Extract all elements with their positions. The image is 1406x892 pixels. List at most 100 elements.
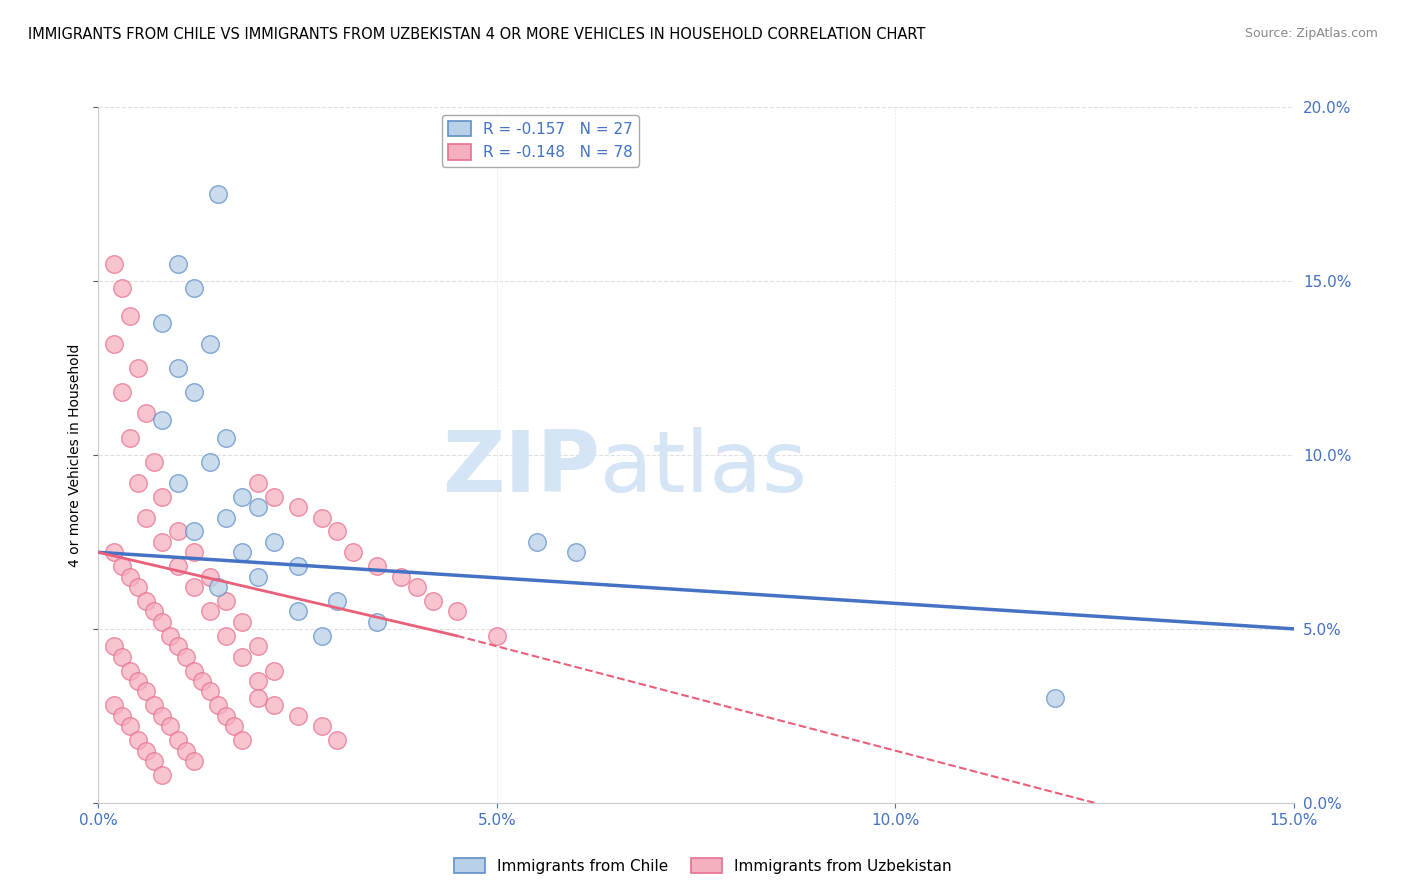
Point bbox=[215, 510, 238, 524]
Point bbox=[526, 534, 548, 549]
Point bbox=[159, 629, 181, 643]
Point bbox=[198, 570, 221, 584]
Point bbox=[246, 475, 269, 490]
Point bbox=[127, 674, 149, 689]
Point bbox=[183, 385, 205, 400]
Point bbox=[111, 385, 134, 400]
Point bbox=[246, 639, 269, 653]
Point bbox=[150, 490, 173, 504]
Point bbox=[191, 674, 214, 689]
Point bbox=[127, 360, 149, 375]
Point bbox=[167, 639, 190, 653]
Point bbox=[215, 431, 238, 445]
Point bbox=[311, 629, 333, 643]
Point bbox=[446, 605, 468, 619]
Point bbox=[287, 605, 309, 619]
Point bbox=[263, 698, 285, 713]
Point bbox=[287, 559, 309, 574]
Point bbox=[150, 413, 173, 427]
Legend: Immigrants from Chile, Immigrants from Uzbekistan: Immigrants from Chile, Immigrants from U… bbox=[449, 852, 957, 880]
Point bbox=[215, 594, 238, 608]
Point bbox=[287, 708, 309, 723]
Point bbox=[389, 570, 412, 584]
Point bbox=[135, 510, 157, 524]
Text: ZIP: ZIP bbox=[443, 427, 600, 510]
Point bbox=[198, 605, 221, 619]
Point bbox=[103, 545, 125, 559]
Point bbox=[366, 615, 388, 629]
Point bbox=[207, 698, 229, 713]
Point bbox=[1043, 691, 1066, 706]
Point bbox=[167, 475, 190, 490]
Point bbox=[174, 744, 197, 758]
Point bbox=[103, 256, 125, 270]
Legend: R = -0.157   N = 27, R = -0.148   N = 78: R = -0.157 N = 27, R = -0.148 N = 78 bbox=[441, 115, 640, 167]
Point bbox=[135, 594, 157, 608]
Point bbox=[135, 744, 157, 758]
Point bbox=[198, 336, 221, 351]
Point bbox=[326, 524, 349, 539]
Point bbox=[150, 534, 173, 549]
Point bbox=[231, 545, 253, 559]
Point bbox=[263, 490, 285, 504]
Point bbox=[183, 580, 205, 594]
Point bbox=[111, 559, 134, 574]
Point bbox=[127, 475, 149, 490]
Point bbox=[422, 594, 444, 608]
Point bbox=[183, 664, 205, 678]
Point bbox=[311, 719, 333, 733]
Point bbox=[246, 570, 269, 584]
Point bbox=[127, 580, 149, 594]
Text: Source: ZipAtlas.com: Source: ZipAtlas.com bbox=[1244, 27, 1378, 40]
Point bbox=[263, 664, 285, 678]
Point bbox=[183, 754, 205, 768]
Point bbox=[231, 615, 253, 629]
Point bbox=[159, 719, 181, 733]
Point bbox=[103, 639, 125, 653]
Point bbox=[135, 684, 157, 698]
Point bbox=[167, 256, 190, 270]
Point bbox=[485, 629, 508, 643]
Point bbox=[215, 708, 238, 723]
Point bbox=[326, 733, 349, 747]
Point bbox=[143, 455, 166, 469]
Point bbox=[246, 500, 269, 514]
Point bbox=[207, 580, 229, 594]
Point bbox=[111, 708, 134, 723]
Point bbox=[120, 431, 142, 445]
Point bbox=[120, 719, 142, 733]
Point bbox=[150, 708, 173, 723]
Point bbox=[120, 309, 142, 323]
Point bbox=[231, 490, 253, 504]
Point bbox=[231, 733, 253, 747]
Point bbox=[167, 360, 190, 375]
Point bbox=[366, 559, 388, 574]
Point bbox=[231, 649, 253, 664]
Point bbox=[127, 733, 149, 747]
Text: atlas: atlas bbox=[600, 427, 808, 510]
Point bbox=[120, 664, 142, 678]
Point bbox=[183, 281, 205, 295]
Point bbox=[111, 649, 134, 664]
Point bbox=[150, 615, 173, 629]
Point bbox=[150, 768, 173, 782]
Point bbox=[183, 545, 205, 559]
Point bbox=[263, 534, 285, 549]
Point bbox=[406, 580, 429, 594]
Point bbox=[167, 733, 190, 747]
Text: IMMIGRANTS FROM CHILE VS IMMIGRANTS FROM UZBEKISTAN 4 OR MORE VEHICLES IN HOUSEH: IMMIGRANTS FROM CHILE VS IMMIGRANTS FROM… bbox=[28, 27, 925, 42]
Point bbox=[326, 594, 349, 608]
Point bbox=[167, 559, 190, 574]
Point bbox=[174, 649, 197, 664]
Point bbox=[215, 629, 238, 643]
Point bbox=[207, 187, 229, 202]
Point bbox=[143, 754, 166, 768]
Point bbox=[565, 545, 588, 559]
Point bbox=[342, 545, 364, 559]
Point bbox=[311, 510, 333, 524]
Point bbox=[287, 500, 309, 514]
Point bbox=[135, 406, 157, 420]
Point bbox=[111, 281, 134, 295]
Point bbox=[198, 455, 221, 469]
Point bbox=[198, 684, 221, 698]
